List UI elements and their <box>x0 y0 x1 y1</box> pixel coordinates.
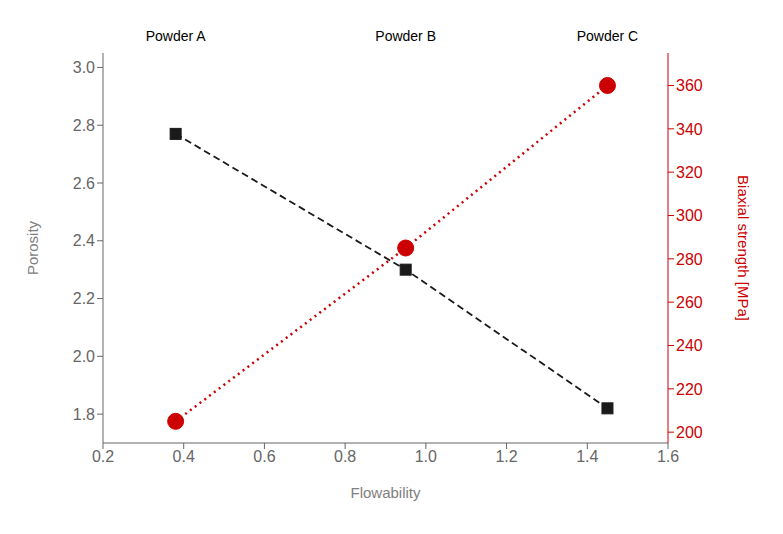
svg-text:0.4: 0.4 <box>173 448 195 465</box>
svg-text:0.2: 0.2 <box>92 448 114 465</box>
svg-text:0.8: 0.8 <box>334 448 356 465</box>
svg-text:220: 220 <box>676 381 703 398</box>
svg-text:280: 280 <box>676 251 703 268</box>
svg-text:2.2: 2.2 <box>73 290 95 307</box>
svg-text:300: 300 <box>676 207 703 224</box>
svg-text:1.2: 1.2 <box>495 448 517 465</box>
svg-text:Powder A: Powder A <box>146 28 207 44</box>
svg-text:340: 340 <box>676 121 703 138</box>
svg-text:240: 240 <box>676 337 703 354</box>
svg-text:0.6: 0.6 <box>253 448 275 465</box>
svg-text:1.0: 1.0 <box>415 448 437 465</box>
svg-text:320: 320 <box>676 164 703 181</box>
svg-text:3.0: 3.0 <box>73 59 95 76</box>
svg-text:2.0: 2.0 <box>73 348 95 365</box>
svg-text:1.6: 1.6 <box>657 448 679 465</box>
svg-text:260: 260 <box>676 294 703 311</box>
svg-text:360: 360 <box>676 77 703 94</box>
svg-text:Porosity: Porosity <box>24 220 41 275</box>
svg-text:Biaxial strength [MPa]: Biaxial strength [MPa] <box>735 175 752 321</box>
svg-text:2.4: 2.4 <box>73 232 95 249</box>
svg-text:Powder C: Powder C <box>577 28 638 44</box>
svg-text:Powder B: Powder B <box>375 28 436 44</box>
svg-text:2.6: 2.6 <box>73 175 95 192</box>
svg-text:2.8: 2.8 <box>73 117 95 134</box>
svg-text:Flowability: Flowability <box>350 484 421 501</box>
svg-text:1.8: 1.8 <box>73 406 95 423</box>
svg-text:1.4: 1.4 <box>576 448 598 465</box>
svg-text:200: 200 <box>676 424 703 441</box>
